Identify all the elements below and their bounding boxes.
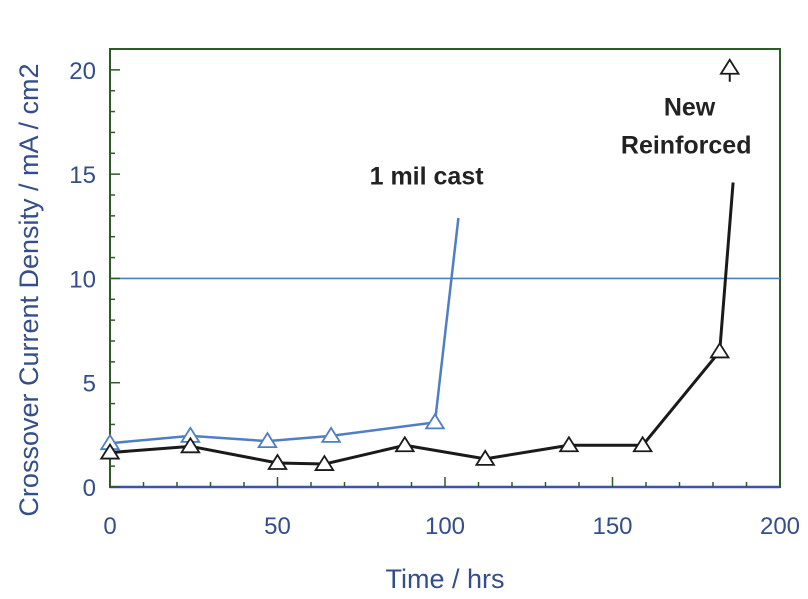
annotation-label: 1 mil cast [370, 163, 485, 191]
x-axis-title: Time / hrs [385, 564, 504, 594]
y-tick-label: 15 [69, 162, 96, 189]
data-point [474, 449, 496, 466]
outlier-marker [719, 58, 741, 82]
data-point [424, 412, 446, 430]
series-2 [99, 182, 735, 471]
data-point [320, 426, 342, 443]
y-tick-label: 0 [83, 475, 96, 502]
data-point [257, 431, 278, 449]
y-tick-label: 10 [69, 266, 96, 293]
x-tick-label: 0 [103, 513, 116, 540]
series-1 [99, 217, 460, 451]
axis-ticks [109, 69, 781, 489]
series-line [109, 217, 460, 445]
x-tick-label: 100 [425, 513, 465, 540]
data-point [99, 442, 121, 460]
y-tick-label: 20 [69, 58, 96, 85]
annotation-label: Reinforced [621, 131, 752, 159]
x-tick-label: 200 [760, 513, 800, 540]
y-tick-label: 5 [83, 371, 96, 398]
data-point [179, 436, 201, 454]
data-point [394, 435, 416, 453]
series-layer [99, 58, 741, 471]
x-tick-label: 50 [264, 513, 291, 540]
y-axis-title: Crossover Current Density / mA / cm2 [14, 63, 44, 516]
data-point [313, 454, 335, 471]
data-point [267, 453, 288, 470]
data-point [709, 341, 731, 359]
data-point [632, 435, 654, 453]
series-line [109, 182, 735, 466]
data-point [558, 435, 580, 453]
x-tick-label: 150 [592, 513, 632, 540]
annotations: 1 mil cast New Reinforced [370, 94, 752, 191]
annotation-label: New [664, 94, 716, 122]
